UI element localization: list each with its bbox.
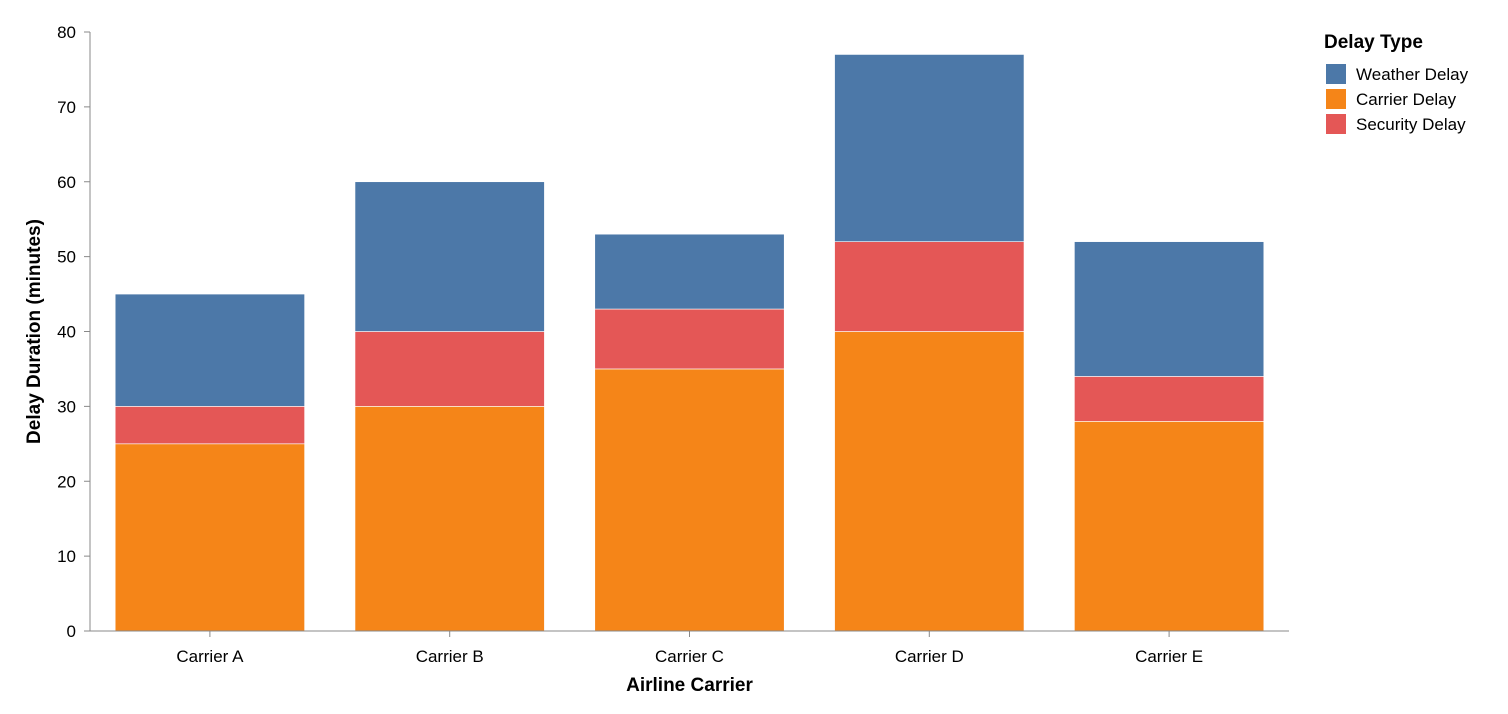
y-tick-label: 20 — [57, 472, 76, 491]
legend-label-weather-delay: Weather Delay — [1356, 65, 1469, 84]
bar-carrier-e-weather-delay — [1074, 241, 1265, 377]
y-tick-label: 0 — [67, 622, 76, 641]
bar-carrier-d-carrier-delay — [834, 331, 1025, 632]
bar-carrier-c-carrier-delay — [594, 368, 785, 632]
bar-carrier-b-security-delay — [354, 331, 545, 407]
bar-carrier-c-weather-delay — [594, 233, 785, 310]
legend-label-carrier-delay: Carrier Delay — [1356, 90, 1457, 109]
y-tick-label: 40 — [57, 323, 76, 342]
legend-title: Delay Type — [1324, 32, 1423, 53]
legend-swatch-security-delay — [1326, 114, 1346, 134]
x-tick-label: Carrier A — [176, 647, 244, 666]
bar-carrier-c-security-delay — [594, 308, 785, 370]
bar-carrier-d-weather-delay — [834, 54, 1025, 242]
x-axis-title: Airline Carrier — [626, 675, 753, 696]
y-axis: 0 10 20 30 40 50 60 70 80 — [57, 23, 91, 641]
legend-swatch-carrier-delay — [1326, 89, 1346, 109]
legend-label-security-delay: Security Delay — [1356, 115, 1466, 134]
bar-carrier-a-weather-delay — [114, 293, 305, 407]
x-tick-label: Carrier B — [416, 647, 484, 666]
bar-carrier-b-carrier-delay — [354, 406, 545, 632]
bar-carrier-d-security-delay — [834, 241, 1025, 332]
x-tick-label: Carrier D — [895, 647, 964, 666]
y-tick-label: 60 — [57, 173, 76, 192]
bar-carrier-b-weather-delay — [354, 181, 545, 332]
x-tick-label: Carrier C — [655, 647, 724, 666]
y-tick-label: 10 — [57, 547, 76, 566]
y-tick-label: 50 — [57, 248, 76, 267]
bar-carrier-a-security-delay — [114, 406, 305, 445]
bar-carrier-a-carrier-delay — [114, 443, 305, 632]
y-tick-label: 30 — [57, 397, 76, 416]
x-axis: Carrier A Carrier B Carrier C Carrier D Carr… — [90, 630, 1289, 666]
legend: Delay Type Weather Delay Carrier Delay Sec… — [1324, 32, 1469, 134]
bar-carrier-e-carrier-delay — [1074, 421, 1265, 632]
bars-layer — [114, 54, 1265, 632]
y-tick-label: 70 — [57, 98, 76, 117]
bar-carrier-e-security-delay — [1074, 376, 1265, 422]
x-tick-label: Carrier E — [1135, 647, 1203, 666]
y-tick-label: 80 — [57, 23, 76, 42]
y-axis-title: Delay Duration (minutes) — [24, 219, 45, 444]
legend-swatch-weather-delay — [1326, 64, 1346, 84]
